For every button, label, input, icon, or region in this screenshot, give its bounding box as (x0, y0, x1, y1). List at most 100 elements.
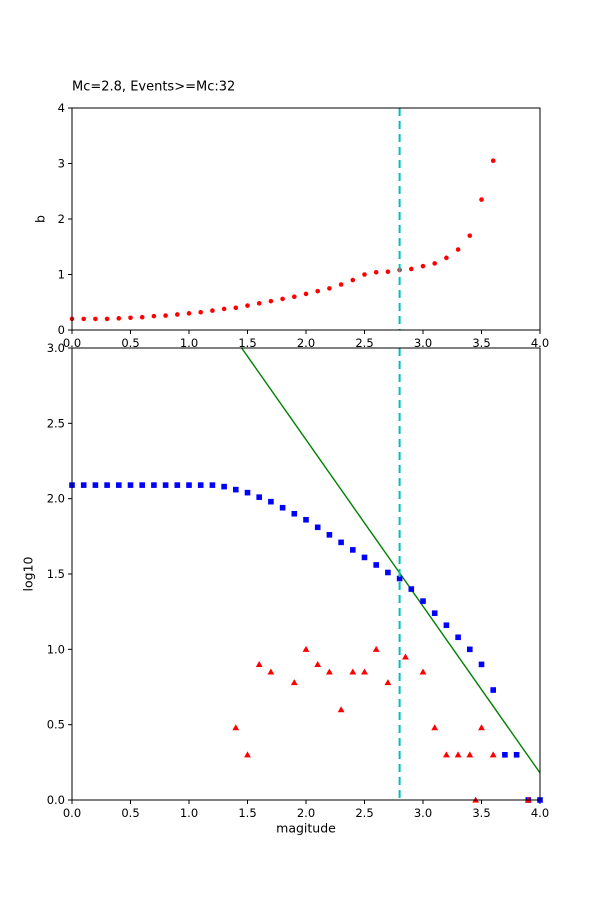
data-point (151, 482, 157, 488)
data-point (244, 751, 251, 758)
y-tick-label: 1.0 (47, 642, 65, 656)
data-point (337, 706, 345, 713)
gutenberg-richter-fit-line-path (241, 347, 541, 774)
x-tick-label: 4.0 (531, 806, 549, 820)
x-tick-label: 0.5 (121, 336, 139, 350)
data-point (384, 679, 392, 686)
x-tick-label: 1.0 (180, 806, 198, 820)
data-point (432, 261, 438, 266)
data-point (420, 598, 426, 604)
y-tick-label: 2.5 (47, 416, 65, 430)
y-tick-label: 3 (58, 157, 65, 171)
x-tick-label: 3.5 (472, 806, 490, 820)
y-tick-label: 4 (58, 101, 65, 115)
data-point (302, 645, 310, 652)
y-tick-label: 1.5 (47, 567, 65, 581)
data-point (350, 547, 356, 553)
subplot-1: 0.0 0.5 1.0 1.5 2.0 2.5 3.0 3.5 4.0 0.0 0.5 1.0 1.5 2… (47, 341, 549, 820)
data-point (479, 197, 484, 202)
data-point (326, 668, 333, 675)
data-point (338, 539, 344, 546)
data-point (116, 482, 122, 488)
x-tick-label: 0.0 (63, 806, 81, 820)
x-tick-label: 0.0 (63, 336, 81, 350)
data-point (314, 661, 322, 667)
data-point (81, 316, 86, 322)
data-point (174, 482, 181, 488)
data-point (280, 296, 285, 302)
data-point (350, 277, 356, 283)
b-value-vs-cutoff (69, 158, 496, 322)
bottom-x-axis-label: magitude (276, 820, 336, 836)
data-point (163, 313, 168, 318)
data-point (104, 482, 110, 488)
y-tick-label: 1 (58, 268, 65, 282)
data-point (466, 751, 474, 758)
data-point (139, 482, 145, 488)
data-point (233, 486, 239, 493)
data-point (502, 752, 508, 758)
data-point (444, 255, 449, 261)
x-tick-label: 2.0 (297, 336, 315, 350)
data-point (175, 312, 180, 317)
y-tick-label: 3.0 (47, 341, 65, 355)
data-point (372, 645, 380, 652)
data-point (314, 524, 321, 531)
y-tick-label: 2.0 (47, 492, 65, 506)
axes-box (71, 347, 541, 801)
x-tick-label: 4.0 (531, 336, 549, 350)
data-point (151, 313, 157, 319)
y-tick-label: 0 (58, 323, 65, 337)
y-tick-label: 2 (58, 212, 65, 226)
data-point (327, 286, 332, 291)
data-point (402, 653, 409, 660)
data-point (420, 263, 426, 269)
data-point (127, 482, 134, 488)
data-point (303, 291, 309, 297)
data-point (268, 498, 274, 505)
data-point (162, 482, 169, 488)
data-point (268, 298, 274, 304)
data-point (467, 233, 473, 238)
data-point (80, 482, 87, 488)
y-tick-label: 0.5 (47, 718, 65, 732)
data-point (454, 751, 462, 758)
axes-box (71, 107, 541, 331)
data-point (256, 301, 262, 306)
data-point (419, 668, 427, 675)
data-point (221, 306, 227, 312)
data-point (443, 751, 450, 758)
data-point (198, 309, 203, 315)
top-y-axis-label: b (32, 215, 48, 223)
data-point (210, 308, 215, 313)
data-point (116, 316, 122, 321)
data-point (362, 272, 367, 277)
data-point (197, 482, 204, 488)
data-point (396, 575, 403, 582)
data-point (93, 316, 98, 322)
x-tick-label: 2.5 (355, 336, 373, 350)
data-point (490, 158, 496, 164)
x-tick-label: 0.5 (121, 806, 139, 820)
data-point (373, 269, 379, 275)
data-point (139, 314, 145, 320)
data-point (478, 661, 485, 668)
data-point (455, 247, 461, 252)
x-tick-label: 3.0 (414, 806, 432, 820)
x-tick-label: 2.0 (297, 806, 315, 820)
data-point (290, 679, 298, 686)
y-tick-label: 0.0 (47, 793, 65, 807)
data-point (244, 489, 251, 496)
data-point (513, 752, 520, 758)
data-point (186, 311, 192, 316)
data-point (255, 661, 263, 667)
data-point (467, 646, 473, 653)
top-chart-title: Mc=2.8, Events>=Mc:32 (72, 79, 236, 95)
data-point (385, 569, 391, 576)
data-point (279, 504, 286, 511)
subplot-0: 0.0 0.5 1.0 1.5 2.0 2.5 3.0 3.5 4.0 0 1 2 3 4 (58, 101, 549, 350)
data-point (455, 634, 461, 641)
data-point (315, 288, 321, 294)
data-point (92, 482, 99, 488)
noncumulative-counts (232, 645, 532, 803)
